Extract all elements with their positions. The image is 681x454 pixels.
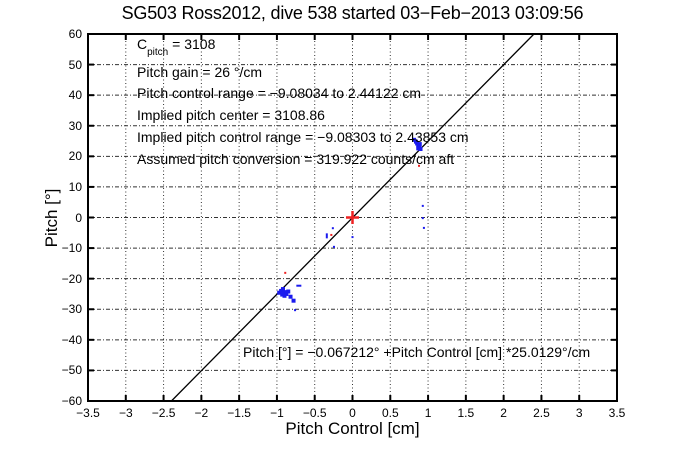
x-tick-label: 1.5 bbox=[457, 406, 475, 420]
y-tick-label: −60 bbox=[61, 394, 82, 408]
y-tick-label: 20 bbox=[68, 149, 82, 164]
data-point-plus bbox=[346, 211, 359, 224]
y-tick-label: −30 bbox=[61, 302, 82, 317]
data-point-square bbox=[417, 142, 422, 147]
x-tick-label: 3.5 bbox=[608, 406, 626, 420]
data-point-dot bbox=[331, 227, 334, 230]
x-tick-label: −1 bbox=[270, 406, 284, 420]
y-tick-label: −10 bbox=[61, 241, 82, 256]
data-point-square bbox=[286, 289, 291, 294]
data-point-dot bbox=[421, 204, 424, 207]
x-tick-label: 2.5 bbox=[533, 406, 550, 420]
data-point-dot bbox=[330, 233, 333, 236]
x-tick-label: 0.5 bbox=[381, 406, 399, 420]
y-axis-label: Pitch [°] bbox=[42, 188, 61, 248]
annotation-pitch-control-range: Pitch control range = −9.08034 to 2.4412… bbox=[137, 85, 422, 102]
x-tick-label: 1 bbox=[424, 406, 432, 420]
y-tick-label: −50 bbox=[61, 363, 82, 378]
data-point-square bbox=[282, 293, 287, 298]
annotation-cpitch: Cpitch = 3108 bbox=[137, 36, 216, 58]
x-axis-label: Pitch Control [cm] bbox=[285, 419, 420, 438]
data-point-dot bbox=[284, 271, 287, 274]
data-point-hdash bbox=[296, 284, 302, 287]
data-point-dot bbox=[351, 236, 354, 239]
y-tick-label: 50 bbox=[68, 57, 82, 72]
y-tick-label: 60 bbox=[68, 27, 82, 41]
data-point-dot bbox=[422, 226, 425, 229]
data-point-dot bbox=[294, 309, 297, 312]
x-tick-label: 3 bbox=[575, 406, 583, 420]
x-tick-label: −3 bbox=[118, 406, 133, 420]
y-tick-label: 10 bbox=[68, 179, 82, 194]
cpitch-subscript: pitch bbox=[147, 46, 169, 58]
x-tick-label: −1.5 bbox=[227, 406, 251, 420]
data-point-dot bbox=[418, 164, 421, 167]
x-tick-label: 2 bbox=[500, 406, 507, 420]
chart-title: SG503 Ross2012, dive 538 started 03−Feb−… bbox=[121, 3, 584, 23]
x-tick-label: −2.5 bbox=[151, 406, 176, 420]
fit-equation-text: Pitch [°] = −0.067212° +Pitch Control [c… bbox=[243, 344, 591, 360]
annotation-implied-pitch-control-range: Implied pitch control range = −9.08303 t… bbox=[137, 128, 469, 145]
data-point-dot bbox=[332, 245, 335, 248]
annotation-implied-pitch-center: Implied pitch center = 3108.86 bbox=[137, 107, 325, 124]
data-point-vdash bbox=[325, 233, 328, 239]
annotation-assumed-pitch-conversion: Assumed pitch conversion = 319.922 count… bbox=[137, 150, 455, 167]
y-tick-label: 40 bbox=[68, 88, 82, 103]
data-point-square bbox=[291, 298, 296, 303]
calibration-annotation-block: Cpitch = 3108 Pitch gain = 26 °/cm Pitch… bbox=[137, 34, 469, 171]
y-tick-label: −20 bbox=[61, 271, 82, 286]
annotation-pitch-gain: Pitch gain = 26 °/cm bbox=[137, 63, 263, 80]
data-point-square bbox=[416, 146, 421, 151]
x-tick-label: 0 bbox=[349, 406, 356, 420]
x-tick-label: −2 bbox=[194, 406, 209, 420]
data-point-square bbox=[418, 146, 423, 151]
y-tick-label: −40 bbox=[61, 332, 82, 347]
data-point-square bbox=[288, 294, 293, 299]
y-tick-label: 0 bbox=[75, 210, 82, 225]
data-point-square bbox=[280, 292, 285, 297]
x-tick-label: −0.5 bbox=[302, 406, 327, 420]
y-tick-label: 30 bbox=[68, 118, 82, 133]
x-tick-label: −3.5 bbox=[76, 406, 100, 420]
data-point-dot bbox=[421, 217, 424, 220]
data-point-square bbox=[280, 287, 285, 292]
